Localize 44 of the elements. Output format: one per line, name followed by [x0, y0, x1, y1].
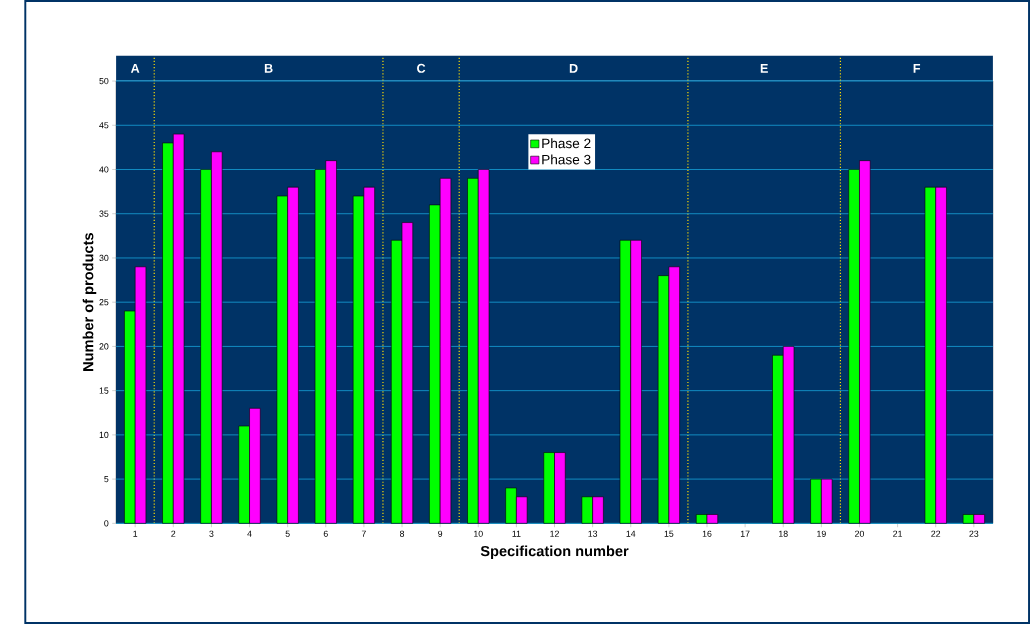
x-tick-label: 18 — [779, 530, 788, 537]
legend-label: Phase 2 — [542, 138, 591, 149]
x-tick-label: 8 — [399, 530, 405, 537]
band-label: F — [913, 64, 921, 73]
x-tick-label: 13 — [588, 530, 598, 537]
x-tick-label: 22 — [931, 530, 941, 537]
band-label: B — [264, 64, 273, 73]
band-label: A — [130, 64, 140, 73]
x-tick-label: 14 — [626, 530, 636, 537]
x-tick-label: 15 — [664, 530, 674, 537]
y-tick-label: 25 — [99, 299, 109, 306]
band-label: D — [569, 64, 578, 73]
y-tick-label: 15 — [99, 387, 109, 394]
x-tick-label: 4 — [247, 530, 252, 537]
y-tick-label: 50 — [99, 77, 109, 85]
x-tick-label: 17 — [740, 530, 750, 537]
x-tick-label: 2 — [171, 530, 176, 537]
x-tick-label: 19 — [817, 530, 826, 537]
x-tick-label: 16 — [702, 530, 712, 537]
x-axis-title: Specification number — [480, 545, 629, 560]
y-tick-label: 40 — [99, 166, 109, 173]
x-tick-label: 3 — [209, 530, 214, 537]
x-tick-label: 6 — [323, 530, 328, 537]
y-tick-label: 10 — [99, 431, 109, 439]
x-tick-label: 1 — [133, 530, 138, 537]
x-tick-label: 9 — [438, 530, 443, 537]
y-tick-label: 20 — [99, 343, 109, 350]
x-tick-label: 11 — [512, 530, 521, 537]
y-tick-label: 45 — [99, 122, 109, 129]
band-label: C — [417, 63, 426, 73]
legend-label: Phase 3 — [542, 154, 591, 165]
y-tick-label: 30 — [99, 254, 109, 262]
x-tick-label: 5 — [285, 530, 290, 537]
x-tick-label: 12 — [550, 530, 559, 537]
x-tick-label: 10 — [474, 530, 483, 537]
x-tick-label: 21 — [893, 530, 903, 537]
x-tick-label: 7 — [361, 530, 366, 537]
band-label: E — [760, 64, 768, 73]
x-tick-label: 20 — [855, 530, 865, 537]
y-axis-title: Number of products — [82, 233, 97, 371]
x-tick-label: 23 — [969, 530, 979, 537]
y-tick-label: 0 — [104, 520, 109, 527]
y-tick-label: 5 — [104, 476, 109, 483]
y-tick-label: 35 — [99, 210, 109, 217]
